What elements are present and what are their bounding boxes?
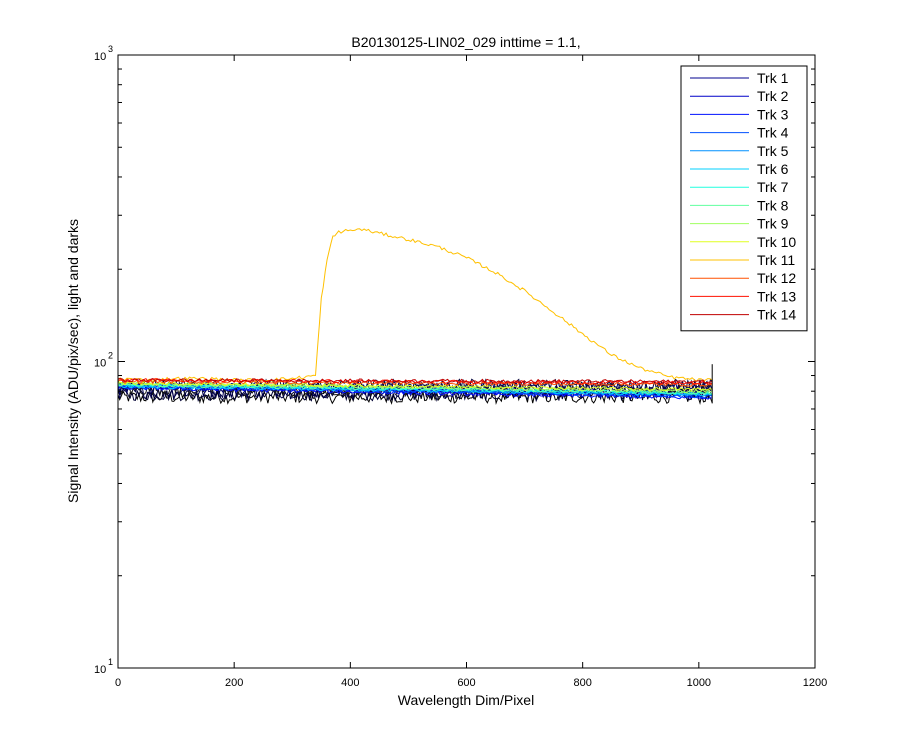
x-tick-label: 0 <box>115 677 121 689</box>
legend-label: Trk 5 <box>757 143 789 159</box>
y-tick-label: 10 <box>94 358 106 370</box>
legend-label: Trk 14 <box>757 307 796 323</box>
legend-label: Trk 9 <box>757 216 789 232</box>
x-tick-label: 800 <box>573 677 591 689</box>
x-axis: 0 200 400 600 800 1000 1200 <box>115 55 827 689</box>
legend-label: Trk 3 <box>757 106 789 122</box>
legend: Trk 1 Trk 2 Trk 3 Trk 4 Trk 5 Trk 6 Trk 7 Trk 8… <box>680 65 808 332</box>
series-line-trk-10 <box>117 381 713 392</box>
chart-title: B20130125-LIN02_029 inttime = 1.1, <box>351 34 580 50</box>
legend-label: Trk 6 <box>757 161 789 177</box>
x-tick-label: 200 <box>225 677 243 689</box>
legend-label: Trk 10 <box>757 234 796 250</box>
x-tick-label: 600 <box>457 677 475 689</box>
series-line-trk-11 <box>117 228 713 383</box>
legend-label: Trk 12 <box>757 270 796 286</box>
legend-label: Trk 1 <box>757 70 789 86</box>
x-tick-label: 1200 <box>803 677 827 689</box>
y-tick-label: 10 <box>94 51 106 63</box>
legend-label: Trk 7 <box>757 179 789 195</box>
y-axis-label: Signal Intensity (ADU/pix/sec), light an… <box>65 219 81 503</box>
series-layer <box>117 228 713 404</box>
y-tick-exponent: 2 <box>108 351 113 361</box>
legend-label: Trk 8 <box>757 197 789 213</box>
y-tick-label: 10 <box>94 664 106 676</box>
legend-label: Trk 2 <box>757 88 789 104</box>
x-tick-label: 1000 <box>687 677 711 689</box>
series-line-trk-14 <box>117 377 713 384</box>
series-line-trk-6 <box>117 384 713 397</box>
series-line-trk-3 <box>117 386 713 400</box>
legend-label: Trk 13 <box>757 288 796 304</box>
legend-label: Trk 11 <box>757 252 795 268</box>
series-line-trk-13 <box>117 377 713 386</box>
y-tick-exponent: 3 <box>108 44 113 54</box>
y-tick-exponent: 1 <box>108 657 113 667</box>
x-axis-label: Wavelength Dim/Pixel <box>398 692 534 708</box>
x-tick-label: 400 <box>341 677 359 689</box>
legend-box <box>680 65 808 332</box>
legend-label: Trk 4 <box>757 125 789 141</box>
